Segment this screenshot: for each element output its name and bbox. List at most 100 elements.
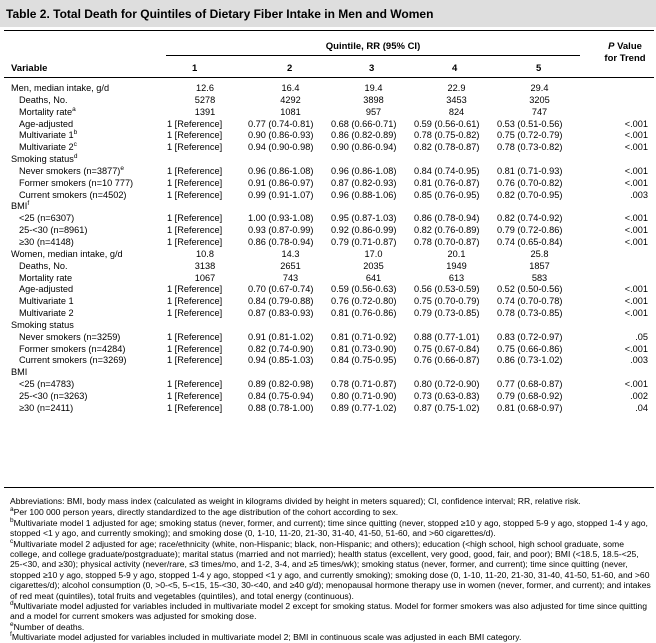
quintile-4-cell: 0.73 (0.63-0.83) <box>414 390 480 401</box>
row-label: Current smokers (n=4502) <box>19 189 127 200</box>
quintile-2-cell: 2651 <box>280 260 301 271</box>
footnote-marker: b <box>73 129 78 137</box>
row-label: Deaths, No. <box>19 260 68 271</box>
quintile-4-cell: 0.81 (0.76-0.87) <box>414 177 480 188</box>
quintile-2-cell: 0.94 (0.85-1.03) <box>248 355 314 366</box>
table-row: Multivariate 1 1 [Reference] 0.84 (0.79-0.… <box>0 296 656 308</box>
quintile-2-cell: 0.94 (0.90-0.98) <box>248 142 314 153</box>
quintile-1-cell: 1 [Reference] <box>167 331 223 342</box>
p-trend-cell: <.001 <box>624 379 648 390</box>
quintile-1-cell: 1 [Reference] <box>167 236 223 247</box>
quintile-5-cell: 0.78 (0.73-0.82) <box>497 142 563 153</box>
quintile-2-cell: 743 <box>282 272 299 283</box>
quintile-1-cell: 1 [Reference] <box>167 213 223 224</box>
table-row: Multivariate 2 1 [Reference] 0.87 (0.83-0.… <box>0 308 656 320</box>
quintile-1-cell: 1 [Reference] <box>167 225 223 236</box>
top-rule <box>4 30 654 31</box>
row-label: BMI <box>11 367 28 378</box>
quintile-1-cell: 1 [Reference] <box>167 284 223 295</box>
quintile-2-cell: 0.93 (0.87-0.99) <box>248 225 314 236</box>
row-label: <25 (n=4783) <box>19 379 75 390</box>
quintile-4-cell: 0.85 (0.76-0.95) <box>414 189 480 200</box>
quintile-5-header: 5 <box>536 63 542 74</box>
quintile-2-cell: 0.99 (0.91-1.07) <box>248 189 314 200</box>
quintile-4-cell: 3453 <box>446 94 467 105</box>
quintile-3-cell: 0.96 (0.88-1.06) <box>331 189 397 200</box>
table-row: Multivariate 1b 1 [Reference] 0.90 (0.86-0… <box>0 130 656 142</box>
quintile-5-cell: 0.78 (0.73-0.85) <box>497 308 563 319</box>
quintile-1-cell: 1391 <box>194 106 216 117</box>
row-label: Mortality ratea <box>19 105 76 117</box>
p-trend-cell: .05 <box>635 331 648 342</box>
row-label: Multivariate 2 <box>19 308 74 319</box>
quintile-3-cell: 0.59 (0.56-0.63) <box>331 284 397 295</box>
quintile-4-cell: 0.56 (0.53-0.59) <box>414 284 480 295</box>
bottom-rule <box>4 487 654 488</box>
table-row: Deaths, No. 5278 4292 3898 3453 3205 <box>0 95 656 107</box>
p-trend-cell: <.001 <box>624 213 648 224</box>
table-row: 25-<30 (n=8961) 1 [Reference] 0.93 (0.87-0… <box>0 225 656 237</box>
quintile-2-cell: 0.96 (0.86-1.08) <box>248 165 314 176</box>
table-row: Smoking status <box>0 320 656 332</box>
footnote-a: aPer 100 000 person years, directly stan… <box>10 506 399 518</box>
p-trend-cell: <.001 <box>624 343 648 354</box>
quintile-5-cell: 0.74 (0.65-0.84) <box>497 236 563 247</box>
table-row: Former smokers (n=10 777) 1 [Reference] 0.… <box>0 178 656 190</box>
quintile-4-cell: 0.78 (0.75-0.82) <box>414 130 480 141</box>
quintile-2-cell: 0.88 (0.78-1.00) <box>248 402 314 413</box>
quintile-5-cell: 0.76 (0.70-0.82) <box>497 177 563 188</box>
abbreviations-note: Abbreviations: BMI, body mass index (cal… <box>10 496 581 506</box>
p-trend-cell: <.001 <box>624 308 648 319</box>
quintile-3-cell: 0.87 (0.82-0.93) <box>331 177 397 188</box>
row-label: Smoking statusd <box>11 153 78 165</box>
table-row: Smoking statusd <box>0 153 656 166</box>
table-row: <25 (n=6307) 1 [Reference] 1.00 (0.93-1.08… <box>0 213 656 225</box>
quintile-2-cell: 0.91 (0.81-1.02) <box>248 331 314 342</box>
quintile-5-cell: 29.4 <box>530 83 549 93</box>
p-trend-cell: <.001 <box>624 177 648 188</box>
quintile-group-rule <box>166 55 580 56</box>
table-row: Men, median intake, g/d 12.6 16.4 19.4 22.9 2… <box>0 83 656 95</box>
quintile-1-cell: 1 [Reference] <box>167 390 223 401</box>
trend-header: for Trend <box>604 53 646 64</box>
quintile-2-cell: 16.4 <box>281 83 300 93</box>
quintile-2-cell: 0.84 (0.75-0.94) <box>248 390 314 401</box>
row-label: Never smokers (n=3259) <box>19 331 121 342</box>
quintile-1-cell: 5278 <box>194 94 216 105</box>
quintile-3-cell: 0.81 (0.76-0.86) <box>331 308 397 319</box>
footnote-marker: e <box>120 164 124 172</box>
row-label: ≥30 (n=2411) <box>19 402 74 413</box>
quintile-3-cell: 0.79 (0.71-0.87) <box>331 236 397 247</box>
p-trend-cell: .002 <box>630 390 648 401</box>
quintile-1-cell: 10.8 <box>196 248 214 259</box>
quintile-4-cell: 0.84 (0.74-0.95) <box>414 165 480 176</box>
quintile-3-cell: 0.84 (0.75-0.95) <box>331 355 397 366</box>
p-trend-cell: <.001 <box>624 284 648 295</box>
table-row: Current smokers (n=3269) 1 [Reference] 0.9… <box>0 355 656 367</box>
quintile-2-cell: 0.77 (0.74-0.81) <box>248 118 314 129</box>
table-row: Never smokers (n=3877)e 1 [Reference] 0.96… <box>0 164 656 178</box>
quintile-5-cell: 0.83 (0.72-0.97) <box>497 331 563 342</box>
quintile-5-cell: 0.77 (0.68-0.87) <box>497 379 563 390</box>
p-trend-cell: <.001 <box>624 142 648 153</box>
row-label: BMIf <box>11 200 30 212</box>
quintile-2-cell: 14.3 <box>281 248 300 259</box>
p-trend-cell: <.001 <box>624 225 648 236</box>
quintile-1-cell: 1 [Reference] <box>167 402 223 413</box>
quintile-5-cell: 747 <box>531 106 548 117</box>
header-rule <box>4 77 654 78</box>
footnote-marker: c <box>73 141 77 149</box>
quintile-3-cell: 641 <box>365 272 382 283</box>
quintile-4-cell: 0.76 (0.66-0.87) <box>414 355 480 366</box>
quintile-4-cell: 20.1 <box>447 248 466 259</box>
row-label: Multivariate 2c <box>19 141 77 153</box>
quintile-5-cell: 25.8 <box>530 248 549 259</box>
quintile-4-cell: 824 <box>448 106 465 117</box>
quintile-1-cell: 1 [Reference] <box>167 296 223 307</box>
row-label: Never smokers (n=3877)e <box>19 164 124 176</box>
quintile-2-header: 2 <box>287 63 293 74</box>
quintile-3-cell: 957 <box>365 106 382 117</box>
quintile-2-cell: 0.70 (0.67-0.74) <box>248 284 314 295</box>
quintile-3-cell: 0.89 (0.77-1.02) <box>331 402 397 413</box>
p-trend-cell: .003 <box>630 189 648 200</box>
